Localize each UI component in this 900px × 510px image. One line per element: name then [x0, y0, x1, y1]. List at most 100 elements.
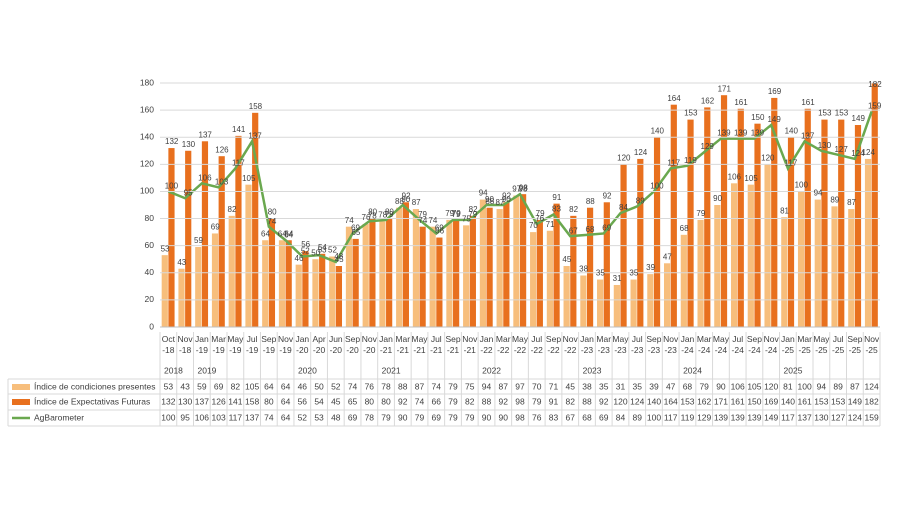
data-label: 69: [435, 224, 444, 233]
year-label: 2018: [164, 365, 183, 375]
table-value: 171: [714, 396, 728, 406]
bar: [302, 251, 309, 327]
bar: [570, 215, 577, 327]
bar: [479, 199, 487, 327]
bar: [597, 279, 604, 327]
table-value: 79: [448, 381, 458, 391]
data-label: 59: [194, 236, 203, 245]
y-tick-label: 60: [145, 240, 155, 250]
data-label: 98: [519, 183, 528, 192]
data-label: 95: [184, 188, 193, 197]
data-label: 83: [552, 205, 561, 214]
data-label: 64: [261, 229, 270, 238]
data-label: 105: [242, 174, 256, 183]
table-value: 87: [415, 381, 425, 391]
bar: [161, 255, 168, 327]
bar: [228, 215, 235, 327]
bar: [653, 137, 661, 327]
x-tick-label: Mar -24: [697, 334, 712, 355]
x-tick-label: May -19: [227, 334, 244, 355]
bar: [630, 279, 637, 327]
data-label: 53: [161, 244, 170, 253]
table-value: 117: [229, 412, 243, 422]
data-label: 171: [718, 84, 732, 93]
bar: [496, 209, 503, 327]
data-label: 66: [435, 227, 444, 236]
y-tick-label: 20: [145, 294, 155, 304]
data-label: 100: [165, 182, 179, 191]
table-value: 64: [264, 381, 274, 391]
y-tick-label: 160: [140, 104, 154, 114]
table-value: 45: [565, 381, 575, 391]
data-label: 89: [636, 196, 645, 205]
data-label: 80: [268, 208, 277, 217]
table-value: 79: [699, 381, 709, 391]
table-value: 90: [398, 412, 408, 422]
table-value: 100: [161, 412, 175, 422]
table-value: 74: [432, 381, 442, 391]
bar: [804, 108, 811, 327]
bar: [831, 206, 838, 327]
table-value: 90: [716, 381, 726, 391]
table-value: 64: [281, 396, 291, 406]
data-label: 137: [199, 130, 213, 139]
table-value: 100: [647, 412, 661, 422]
table-value: 79: [448, 396, 458, 406]
data-label: 38: [579, 265, 588, 274]
table-value: 149: [848, 396, 862, 406]
table-value: 82: [465, 396, 475, 406]
data-label: 141: [232, 125, 246, 134]
data-label: 88: [395, 197, 404, 206]
bar: [553, 203, 560, 327]
data-label: 45: [562, 255, 571, 264]
data-label: 52: [301, 247, 310, 256]
bar: [278, 240, 286, 327]
data-label: 71: [546, 220, 555, 229]
legend-swatch: [12, 384, 30, 390]
table-value: 117: [664, 412, 678, 422]
data-label: 82: [569, 205, 578, 214]
data-label: 45: [335, 255, 344, 264]
data-label: 76: [362, 213, 371, 222]
table-value: 79: [465, 412, 475, 422]
data-label: 139: [751, 129, 765, 138]
bar: [419, 226, 426, 327]
table-value: 137: [195, 396, 209, 406]
bar: [754, 123, 761, 327]
x-tick-label: Sep -19: [261, 334, 276, 355]
bar: [379, 221, 386, 327]
data-label: 94: [814, 189, 823, 198]
table-value: 159: [865, 412, 879, 422]
bar: [613, 284, 620, 327]
data-label: 105: [744, 174, 758, 183]
data-label: 67: [569, 226, 578, 235]
table-value: 97: [515, 381, 525, 391]
table-value: 105: [245, 381, 259, 391]
year-label: 2020: [298, 365, 317, 375]
bar: [670, 104, 677, 327]
bar: [312, 259, 319, 327]
bar: [546, 230, 553, 327]
bar: [513, 195, 520, 327]
data-label: 75: [462, 214, 471, 223]
year-label: 2024: [683, 365, 702, 375]
table-value: 45: [331, 396, 341, 406]
table-value: 87: [850, 381, 860, 391]
table-value: 92: [499, 396, 509, 406]
table-value: 65: [348, 396, 358, 406]
data-label: 65: [351, 228, 360, 237]
data-label: 50: [311, 248, 320, 257]
x-tick-label: May -22: [512, 334, 529, 355]
table-value: 69: [348, 412, 358, 422]
table-value: 68: [582, 412, 592, 422]
bar: [211, 233, 219, 327]
data-label: 124: [862, 148, 876, 157]
table-value: 43: [180, 381, 190, 391]
table-value: 87: [499, 381, 509, 391]
table-value: 164: [664, 396, 678, 406]
data-label: 70: [529, 221, 538, 230]
data-label: 137: [801, 131, 815, 140]
data-label: 161: [734, 98, 748, 107]
bar: [185, 150, 192, 327]
data-label: 153: [835, 109, 849, 118]
